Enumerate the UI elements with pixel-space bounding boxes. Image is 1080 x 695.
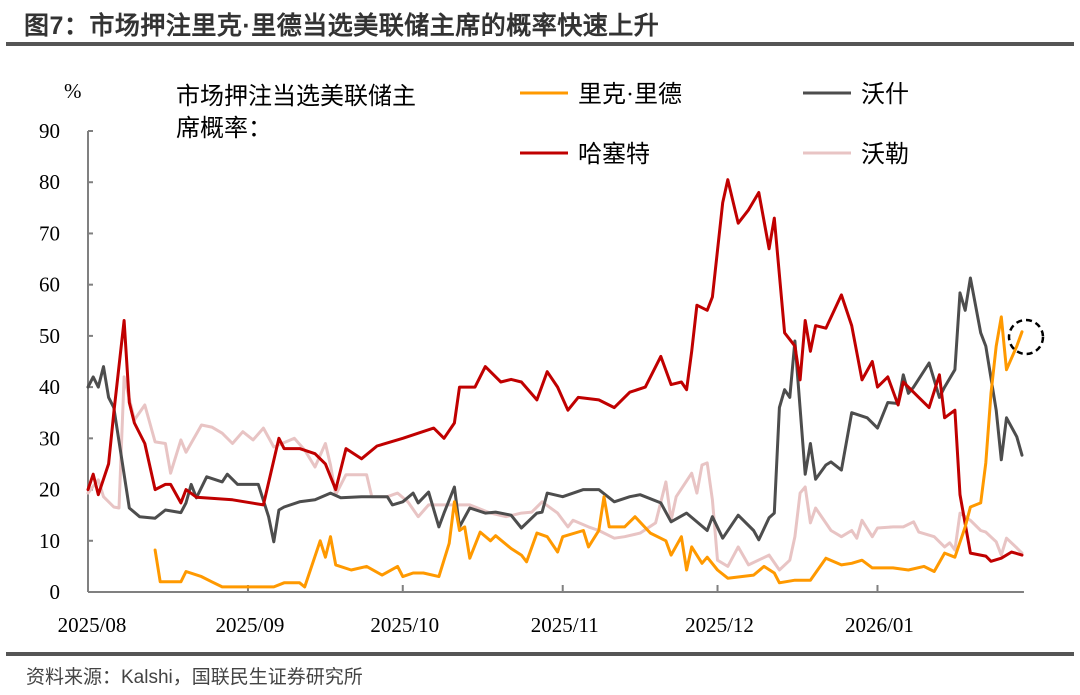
- y-tick-label: 0: [50, 580, 61, 604]
- legend-label: 哈塞特: [578, 141, 650, 168]
- source-note: 资料来源：Kalshi，国联民生证券研究所: [26, 667, 363, 688]
- x-tick-label: 2025/10: [370, 613, 439, 637]
- legend-label: 沃什: [861, 81, 909, 108]
- y-tick-label: 20: [39, 478, 60, 502]
- y-tick-label: 70: [39, 221, 60, 245]
- legend-label: 沃勒: [861, 141, 909, 168]
- x-tick-label: 2025/08: [58, 613, 127, 637]
- legend-label: 里克·里德: [578, 81, 682, 108]
- y-tick-label: 80: [39, 170, 60, 194]
- series-line-3: [86, 375, 1024, 572]
- y-tick-label: 50: [39, 324, 60, 348]
- x-tick-label: 2025/09: [216, 613, 285, 637]
- highlight-circle: [1007, 318, 1045, 356]
- series-line-0: [153, 315, 1024, 589]
- figure-title: 图7：市场押注里克·里德当选美联储主席的概率快速上升: [24, 12, 660, 40]
- title-rule: [6, 42, 1074, 46]
- chart-annotation-line-1: 市场押注当选美联储主: [176, 83, 416, 110]
- axes: 0 10 20 30 40 50 60 70 80 90 2025/08 2025/09 2025/10…: [39, 119, 1024, 637]
- y-tick-label: 10: [39, 529, 60, 553]
- x-tick-label: 2025/11: [531, 613, 599, 637]
- y-tick-label: 40: [39, 375, 60, 399]
- x-tick-label: 2026/01: [845, 613, 914, 637]
- series-line-2: [86, 178, 1024, 563]
- series-layer: [86, 178, 1024, 589]
- y-tick-label: 60: [39, 273, 60, 297]
- footer-rule: [6, 652, 1074, 656]
- y-axis-unit: %: [64, 79, 82, 103]
- chart-annotation-line-2: 席概率：: [176, 115, 272, 142]
- x-tick-label: 2025/12: [685, 613, 754, 637]
- series-line-1: [86, 276, 1024, 544]
- y-tick-label: 30: [39, 426, 60, 450]
- y-tick-label: 90: [39, 119, 60, 143]
